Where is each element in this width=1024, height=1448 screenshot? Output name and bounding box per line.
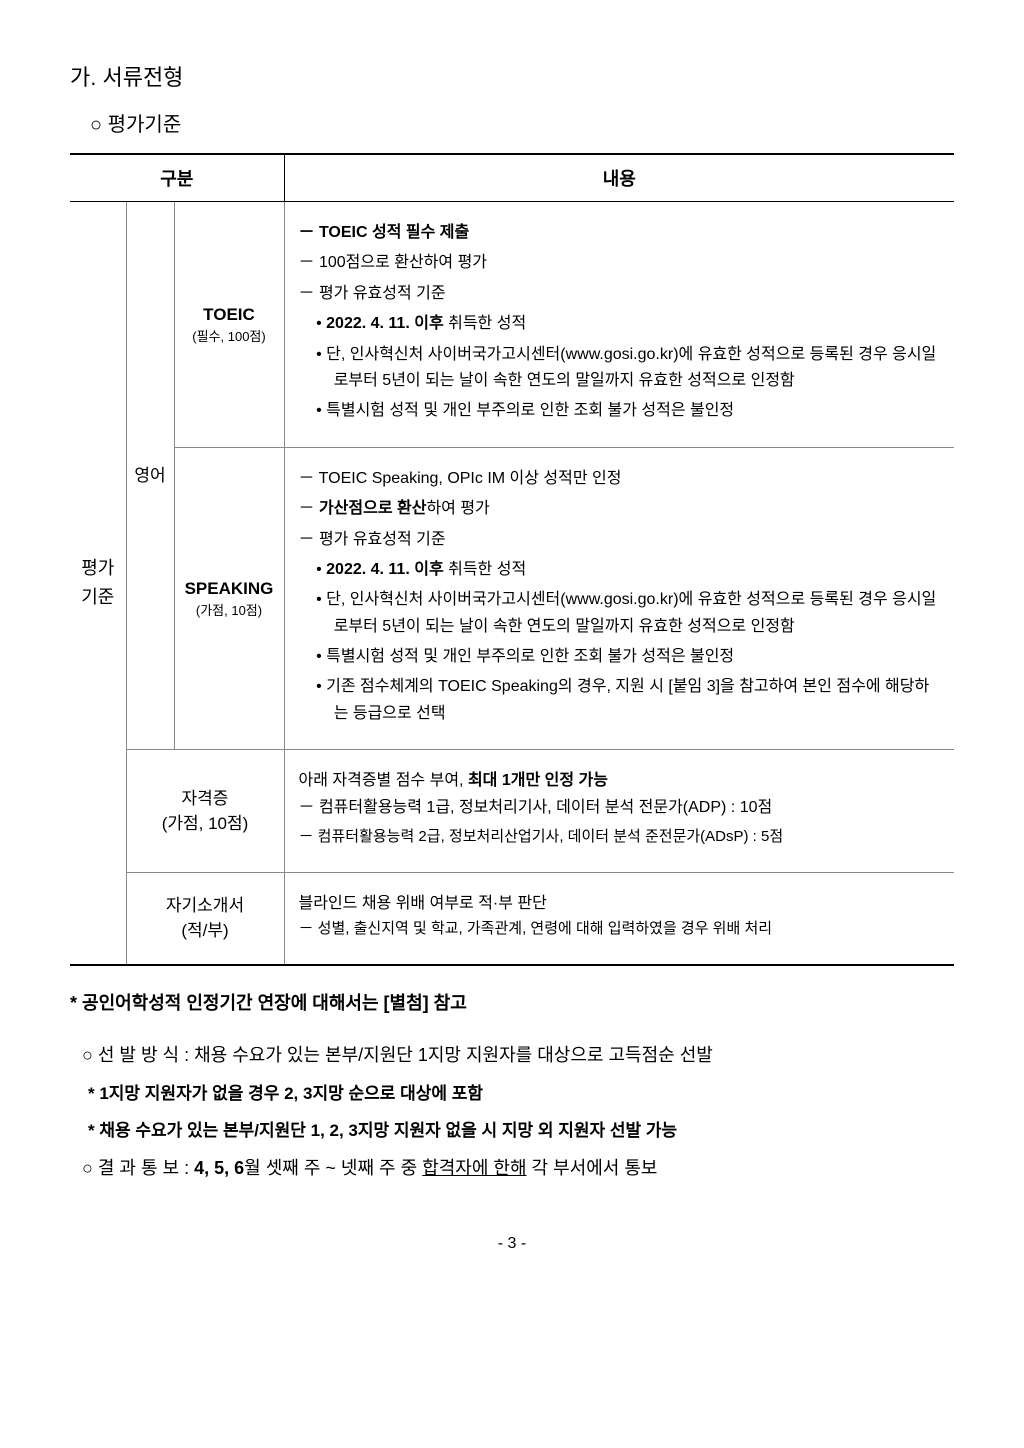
speaking-d1: － TOEIC Speaking, OPIc IM 이상 성적만 인정 [299, 466, 941, 492]
speaking-content: － TOEIC Speaking, OPIc IM 이상 성적만 인정 － 가산… [284, 447, 954, 750]
selfintro-label-line2: (적/부) [133, 918, 278, 944]
row-header-english: 영어 [126, 202, 174, 750]
page-number: - 3 - [70, 1235, 954, 1253]
toeic-d1: － TOEIC 성적 필수 제출 [299, 220, 941, 246]
selfintro-content: 블라인드 채용 위배 여부로 적·부 판단 － 성별, 출신지역 및 학교, 가… [284, 872, 954, 965]
speaking-b3: • 특별시험 성적 및 개인 부주의로 인한 조회 불가 성적은 불인정 [299, 644, 941, 670]
toeic-label-title: TOEIC [181, 302, 278, 328]
section-title: 가. 서류전형 [70, 60, 954, 92]
toeic-content: － TOEIC 성적 필수 제출 － 100점으로 환산하여 평가 － 평가 유… [284, 202, 954, 448]
sub-title: ○ 평가기준 [90, 108, 954, 137]
speaking-label-sub: (가점, 10점) [181, 601, 278, 621]
footnote-circle2: ○ 결 과 통 보 : 4, 5, 6월 셋째 주 ~ 넷째 주 중 합격자에 … [82, 1151, 954, 1185]
selfintro-l2: － 성별, 출신지역 및 학교, 가족관계, 연령에 대해 입력하였을 경우 위… [299, 917, 941, 942]
speaking-d2: － 가산점으로 환산하여 평가 [299, 496, 941, 522]
header-category: 구분 [70, 154, 284, 202]
toeic-b2: • 단, 인사혁신처 사이버국가고시센터(www.gosi.go.kr)에 유효… [299, 342, 941, 395]
toeic-label-sub: (필수, 100점) [181, 327, 278, 347]
footnote-section: * 공인어학성적 인정기간 연장에 대해서는 [별첨] 참고 ○ 선 발 방 식… [70, 986, 954, 1185]
cert-content: 아래 자격증별 점수 부여, 최대 1개만 인정 가능 － 컴퓨터활용능력 1급… [284, 750, 954, 873]
selfintro-label-line1: 자기소개서 [133, 893, 278, 919]
cert-l1: 아래 자격증별 점수 부여, 최대 1개만 인정 가능 [299, 768, 941, 794]
footnote-star1: * 공인어학성적 인정기간 연장에 대해서는 [별첨] 참고 [70, 986, 954, 1020]
cert-l3: － 컴퓨터활용능력 2급, 정보처리산업기사, 데이터 분석 준전문가(ADsP… [299, 825, 941, 850]
speaking-d3: － 평가 유효성적 기준 [299, 527, 941, 553]
toeic-b1: • 2022. 4. 11. 이후 취득한 성적 [299, 311, 941, 337]
row-header-criteria: 평가 기준 [70, 202, 126, 965]
speaking-b4: • 기존 점수체계의 TOEIC Speaking의 경우, 지원 시 [붙임 … [299, 674, 941, 727]
toeic-d2: － 100점으로 환산하여 평가 [299, 250, 941, 276]
speaking-b1: • 2022. 4. 11. 이후 취득한 성적 [299, 557, 941, 583]
footnote-star-sub2: * 채용 수요가 있는 본부/지원단 1, 2, 3지망 지원자 없을 시 지망… [88, 1115, 954, 1147]
speaking-b2: • 단, 인사혁신처 사이버국가고시센터(www.gosi.go.kr)에 유효… [299, 587, 941, 640]
toeic-b3: • 특별시험 성적 및 개인 부주의로 인한 조회 불가 성적은 불인정 [299, 398, 941, 424]
speaking-label-title: SPEAKING [181, 576, 278, 602]
selfintro-l1: 블라인드 채용 위배 여부로 적·부 판단 [299, 891, 941, 917]
footnote-star-sub1: * 1지망 지원자가 없을 경우 2, 3지망 순으로 대상에 포함 [88, 1078, 954, 1110]
cert-label-line2: (가점, 10점) [133, 811, 278, 837]
header-content: 내용 [284, 154, 954, 202]
cert-l2: － 컴퓨터활용능력 1급, 정보처리기사, 데이터 분석 전문가(ADP) : … [299, 795, 941, 821]
toeic-d3: － 평가 유효성적 기준 [299, 281, 941, 307]
criteria-table: 구분 내용 평가 기준 영어 TOEIC (필수, 100점) － TOEIC … [70, 153, 954, 966]
cert-label-line1: 자격증 [133, 786, 278, 812]
footnote-circle1: ○ 선 발 방 식 : 채용 수요가 있는 본부/지원단 1지망 지원자를 대상… [82, 1038, 954, 1072]
